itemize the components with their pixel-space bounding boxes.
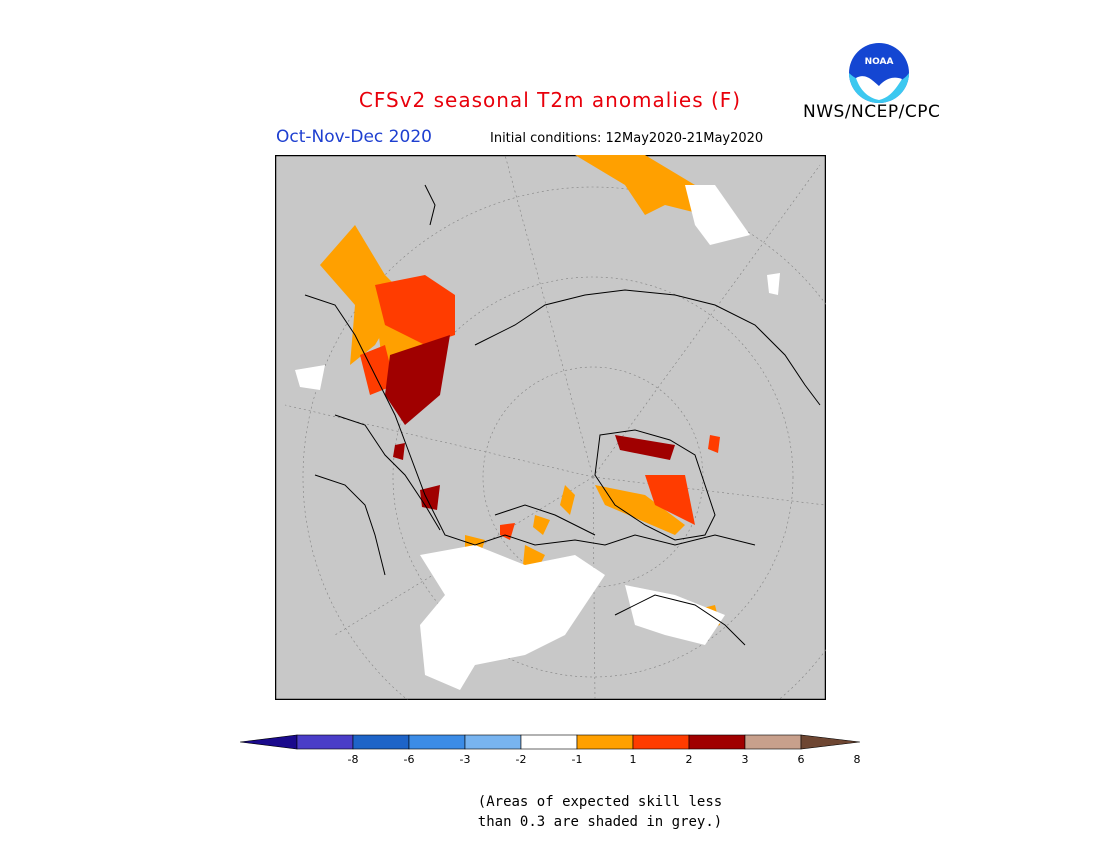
legend-tick-label: 1 — [630, 753, 637, 766]
legend-tick-labels: -8 -6 -3 -2 -1 1 2 3 6 8 — [348, 753, 860, 766]
legend-tick-label: 6 — [798, 753, 805, 766]
legend-bin-arrow-low — [240, 734, 298, 750]
legend-tick-label: -8 — [348, 753, 359, 766]
legend-tick-label: 8 — [854, 753, 861, 766]
anomaly-warm-3to6 — [385, 335, 675, 510]
anomaly-warm-2to3 — [360, 275, 720, 540]
map-title: CFSv2 seasonal T2m anomalies (F) — [358, 88, 742, 112]
legend-bin-arrow-high — [800, 734, 860, 750]
legend-bin-box — [688, 734, 746, 750]
polar-map — [275, 155, 826, 700]
skill-note: (Areas of expected skill less than 0.3 a… — [470, 792, 730, 832]
noaa-logo: NOAA — [849, 43, 909, 103]
legend-tick-label: -6 — [404, 753, 415, 766]
legend-bin-box — [520, 734, 578, 750]
legend-tick-label: 3 — [742, 753, 749, 766]
legend-bin-box — [576, 734, 634, 750]
coastlines — [304, 184, 821, 646]
legend-bin-box — [408, 734, 466, 750]
legend-tick-label: -3 — [460, 753, 471, 766]
legend-bin-box — [296, 734, 354, 750]
legend-color-boxes — [240, 734, 860, 750]
legend-tick-label: -2 — [516, 753, 527, 766]
skill-note-line-2: than 0.3 are shaded in grey.) — [477, 814, 723, 830]
legend-tick-label: 2 — [686, 753, 693, 766]
legend-bin-box — [352, 734, 410, 750]
noaa-logo-text: NOAA — [865, 57, 894, 67]
legend-tick-label: -1 — [572, 753, 583, 766]
anomaly-near-normal — [295, 185, 780, 690]
legend-bin-box — [464, 734, 522, 750]
agency-label: NWS/NCEP/CPC — [803, 102, 941, 122]
initial-conditions-label: Initial conditions: 12May2020-21May2020 — [490, 131, 764, 146]
legend-bin-box — [744, 734, 802, 750]
season-label: Oct-Nov-Dec 2020 — [276, 127, 432, 147]
legend-bin-box — [632, 734, 690, 750]
skill-note-line-1: (Areas of expected skill less — [477, 794, 723, 810]
color-legend: -8 -6 -3 -2 -1 1 2 3 6 8 — [240, 734, 860, 766]
